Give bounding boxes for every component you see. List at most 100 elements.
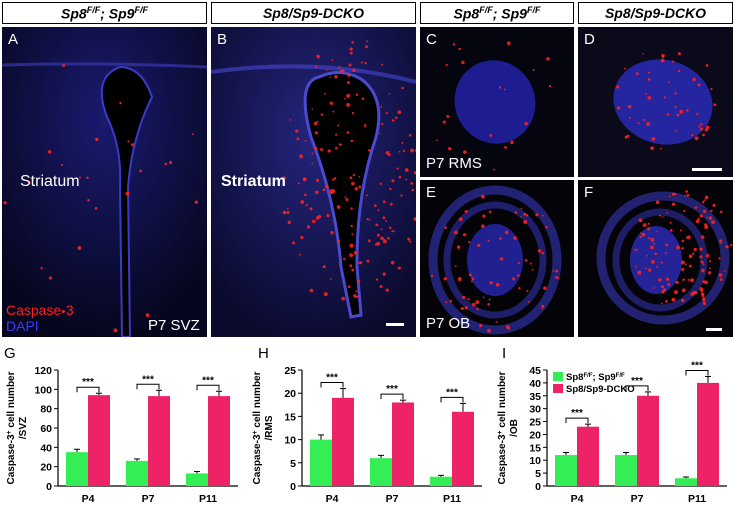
caspase-dot [488,210,492,214]
y-tick-label: 40 [40,442,52,454]
caspase-dot [413,171,416,175]
caspase-dot [331,59,334,62]
panel-f-tissue [578,180,733,337]
caspase-dot [351,41,354,44]
panel-label: B [217,31,228,48]
caspase-dot [364,61,367,65]
caspase-dot [406,169,409,172]
caspase-dot [334,74,338,79]
y-axis-label-part: Caspase-3 [252,434,263,484]
caspase-dot [389,187,392,191]
significance-label: *** [202,375,214,386]
caspase-dot [368,149,371,152]
caspase-dot [322,265,326,269]
significance-bracket [76,386,100,393]
caspase-dot [624,135,628,139]
panel-b-image: B Striatum [211,27,416,337]
caspase-dot [309,207,313,211]
caspase-dot [355,290,358,293]
caspase-dot [368,219,371,221]
chart-g: Caspase-3+ cell number/SVZ 0 20 40 60 80 100 12… [6,365,238,505]
caspase-dot [349,47,353,51]
caspase-dot [462,233,467,237]
caspase-dot [337,124,340,127]
caspase-dot [704,195,709,200]
caspase-dot [692,252,695,255]
legend-label-sup: F/F [583,373,592,379]
significance-label: *** [326,373,338,384]
caspase-dot [306,225,311,229]
bar [637,395,659,486]
chart-label-g: G [4,345,16,362]
caspase-dot [392,230,395,233]
caspase-dot [701,268,705,273]
bar [186,473,208,486]
caspase-dot [454,265,457,267]
region-tag: P7 SVZ [148,317,200,334]
legend-label: Sp8/Sp9-DCKO [566,384,635,395]
bar [208,396,230,486]
caspase-dot [475,300,480,305]
caspase-dot [341,296,346,301]
caspase-dot [719,210,723,214]
bar [577,426,599,486]
caspase-dot [282,210,287,215]
caspase-dot [646,254,649,257]
caspase-dot [468,240,471,244]
caspase-dot [348,63,352,67]
header-text: Sp8/Sp9-DCKO [604,5,707,21]
caspase-dot [443,277,447,281]
header-text: Sp8F/F; Sp9F/F [61,4,148,22]
legend-label-part: ; Sp9 [592,372,615,383]
chart-i: Caspase-3+ cell number/OB051015202530354… [497,360,727,505]
caspase-dot [686,109,689,112]
y-tick-label: 120 [34,365,52,377]
caspase-dot [320,148,324,152]
caspase-dot [711,220,715,225]
caspase-dot [322,188,326,192]
y-axis-label-sup: + [6,430,13,434]
x-tick-label: P4 [82,493,95,505]
header-dcko-1: Sp8/Sp9-DCKO [211,2,416,24]
caspase-dot [679,229,682,232]
y-tick-label: 15 [529,442,541,454]
caspase-dot [666,299,668,302]
caspase-dot [458,47,461,51]
caspase-dot [674,192,677,196]
caspase-dot [704,128,708,132]
caspase-dot [516,274,520,277]
caspase-dot [305,204,308,207]
caspase-dot [705,254,710,258]
caspase-dot [702,280,706,284]
panel-label: A [8,31,19,48]
caspase-dot [380,105,383,108]
caspase-dot [709,260,712,263]
caspase-dot [487,328,491,333]
caspase-dot [681,247,684,250]
chart-label-i: I [502,345,507,362]
caspase-dot [367,239,371,243]
caspase-dot [666,211,669,214]
caspase-dot [345,198,349,202]
caspase-dot [299,253,301,256]
caspase-dot [694,206,698,209]
caspase-dot [297,182,300,185]
caspase-dot [555,269,559,273]
caspase-dot [518,286,521,290]
caspase-dot [335,146,338,150]
caspase-dot [720,242,722,245]
caspase-dot [673,290,678,295]
caspase-dot [47,150,52,154]
caspase-dot [524,259,528,262]
caspase-dot [656,266,658,268]
caspase-dot [541,251,545,255]
caspase-dot [462,295,466,299]
caspase-dot [336,205,341,209]
caspase-dot [699,247,703,251]
caspase-dot [358,176,361,178]
y-tick-label: 0 [290,481,296,493]
caspase-dot [398,150,401,153]
caspase-dot [692,77,696,82]
caspase-dot [653,287,655,289]
caspase-dot [323,292,328,297]
